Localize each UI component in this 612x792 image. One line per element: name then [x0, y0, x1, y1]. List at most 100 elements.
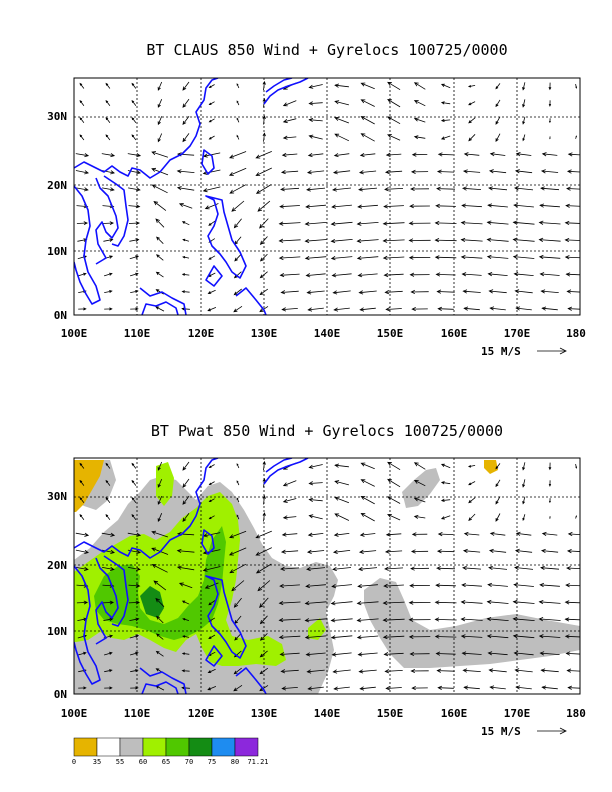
wind-arrow [308, 101, 323, 106]
wind-arrow [436, 169, 455, 174]
wind-arrow [76, 221, 89, 226]
wind-arrow [282, 100, 297, 107]
wind-arrow [567, 152, 580, 157]
wind-arrow [413, 82, 426, 90]
wind-arrow [153, 200, 167, 211]
wind-arrow [77, 651, 87, 656]
x-tick-label: 180 [566, 327, 586, 340]
wind-arrow [282, 498, 297, 503]
wind-arrow [382, 221, 405, 226]
wind-arrow [495, 513, 501, 522]
wind-arrow [131, 462, 137, 469]
wind-arrow [334, 100, 349, 106]
wind-arrow [127, 532, 142, 537]
wind-arrow [436, 668, 455, 673]
wind-arrow [409, 204, 430, 209]
wind-arrow [255, 563, 272, 574]
wind-arrow [538, 220, 561, 225]
wind-arrow [151, 530, 169, 538]
wind-arrow [385, 152, 402, 157]
wind-arrow [104, 669, 113, 673]
y-tick-label: 20N [47, 559, 67, 572]
wind-arrow [333, 532, 350, 537]
wind-arrow [567, 685, 580, 690]
wind-arrow [308, 464, 323, 469]
wind-arrow [236, 497, 240, 503]
wind-arrow [566, 289, 580, 294]
wind-arrow [306, 187, 326, 192]
wind-arrow [131, 82, 137, 89]
wind-arrow [566, 169, 580, 174]
colorbar-swatch [188, 737, 213, 757]
wind-arrow [384, 549, 403, 554]
wind-arrow [410, 668, 429, 674]
wind-arrow [461, 272, 482, 277]
wind-arrow [463, 685, 480, 690]
wind-arrow [279, 272, 300, 278]
wind-arrow [460, 600, 483, 605]
wind-arrow [155, 597, 165, 607]
wind-arrow [305, 204, 326, 209]
wind-arrow [385, 686, 402, 691]
wind-arrow [208, 101, 215, 106]
wind-arrow [280, 187, 300, 192]
wind-arrow [360, 116, 375, 125]
wind-arrow [408, 600, 431, 605]
wind-arrow [307, 686, 324, 691]
wind-arrow [182, 618, 190, 621]
wind-arrow [208, 498, 215, 503]
wind-arrow [437, 306, 454, 311]
wind-arrow [360, 99, 375, 107]
wind-arrow [305, 273, 326, 278]
wind-arrow [332, 170, 351, 175]
wind-arrow [359, 686, 376, 691]
wind-arrow [436, 549, 455, 554]
wind-arrow [305, 652, 326, 657]
y-tick-label: 0N [54, 688, 67, 701]
wind-arrow [566, 186, 580, 191]
wind-arrow [105, 82, 111, 89]
wind-arrow [331, 652, 352, 657]
wind-arrow [234, 236, 242, 245]
y-tick-labels-1: 0N 10N 20N 30N [47, 110, 67, 322]
wind-arrow [308, 481, 323, 486]
wind-arrow [514, 668, 533, 673]
wind-arrow [334, 480, 350, 486]
wind-arrow [330, 238, 353, 244]
wind-arrow [304, 256, 327, 261]
wind-arrow [565, 651, 580, 656]
wind-arrow [181, 290, 190, 294]
wind-arrow [539, 651, 560, 656]
wind-arrow [308, 134, 323, 140]
wind-arrow [541, 531, 558, 536]
wind-arrow [437, 532, 454, 537]
wind-arrow [157, 116, 163, 126]
wind-arrow [75, 170, 89, 175]
y-tick-label: 0N [54, 309, 67, 322]
wind-arrow [306, 549, 325, 554]
x-tick-label: 120E [188, 327, 215, 340]
wind-arrow [79, 99, 85, 106]
wind-arrow [488, 169, 507, 174]
wind-arrow [358, 549, 377, 554]
wind-arrow [461, 583, 482, 588]
panel-pwat: BT Pwat 850 Wind + Gyrelocs 100725/0000 [47, 422, 586, 766]
wind-arrow [360, 82, 375, 90]
wind-arrow [409, 583, 430, 588]
wind-arrow [522, 479, 526, 488]
wind-arrow [575, 84, 578, 89]
wind-arrow [157, 461, 163, 471]
wind-arrow [306, 669, 325, 674]
wind-arrow [565, 583, 580, 588]
wind-arrow [79, 462, 85, 469]
wind-arrow [410, 169, 429, 174]
wind-arrow [436, 566, 456, 571]
wind-arrow [304, 635, 327, 640]
wind-arrow [102, 566, 115, 571]
wind-arrow [103, 651, 113, 656]
wind-arrow [278, 238, 301, 243]
wind-arrow [334, 496, 350, 504]
wind-arrow [411, 152, 428, 157]
wind-arrow [383, 652, 404, 657]
wind-arrow [332, 290, 351, 295]
